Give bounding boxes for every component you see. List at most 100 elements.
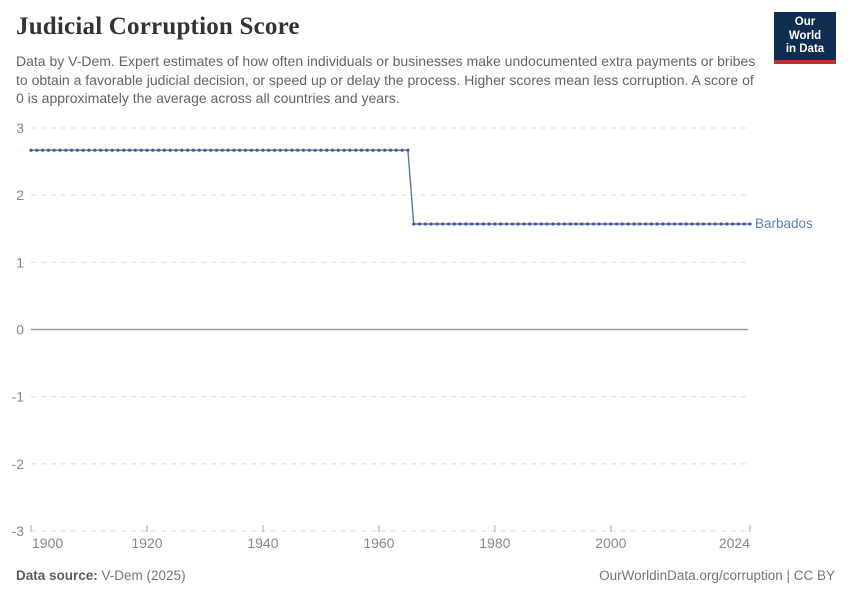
data-point-marker bbox=[673, 222, 677, 226]
x-tick-label: 1920 bbox=[131, 535, 162, 551]
x-tick-label: 1940 bbox=[247, 535, 278, 551]
credit-link: OurWorldinData.org/corruption | CC BY bbox=[599, 568, 835, 583]
data-point-marker bbox=[545, 222, 549, 226]
data-point-marker bbox=[528, 222, 532, 226]
data-point-marker bbox=[174, 148, 178, 152]
data-series-barbados bbox=[29, 148, 752, 226]
data-point-marker bbox=[301, 148, 306, 152]
data-point-marker bbox=[533, 222, 538, 226]
data-point-marker bbox=[394, 148, 398, 152]
data-point-marker bbox=[325, 148, 329, 152]
data-point-marker bbox=[330, 148, 335, 152]
data-point-marker bbox=[35, 148, 39, 152]
data-point-marker bbox=[342, 148, 346, 152]
data-point-marker bbox=[388, 148, 393, 152]
data-point-marker bbox=[75, 148, 79, 152]
data-point-marker bbox=[313, 148, 317, 152]
data-point-marker bbox=[267, 148, 271, 152]
data-point-marker bbox=[145, 148, 149, 152]
data-point-marker bbox=[725, 222, 729, 226]
x-tick-label: 2024 bbox=[719, 535, 750, 551]
y-axis-labels: 3 2 1 0 -1 -2 -3 bbox=[12, 120, 25, 539]
data-point-marker bbox=[93, 148, 97, 152]
data-point-marker bbox=[638, 222, 642, 226]
data-point-marker bbox=[626, 222, 630, 226]
data-point-marker bbox=[284, 148, 288, 152]
data-point-marker bbox=[46, 148, 51, 152]
y-tick-label: -3 bbox=[12, 523, 25, 539]
data-point-marker bbox=[406, 148, 410, 152]
data-point-marker bbox=[209, 148, 213, 152]
data-point-marker bbox=[429, 222, 433, 226]
data-point-marker bbox=[481, 222, 485, 226]
data-point-marker bbox=[475, 222, 480, 226]
y-tick-label: 3 bbox=[16, 120, 24, 136]
data-point-marker bbox=[128, 148, 132, 152]
data-point-marker bbox=[70, 148, 74, 152]
data-point-marker bbox=[504, 222, 509, 226]
data-point-marker bbox=[249, 148, 253, 152]
data-point-marker bbox=[510, 222, 514, 226]
x-tick-label: 2000 bbox=[595, 535, 626, 551]
data-point-marker bbox=[377, 148, 381, 152]
data-point-marker bbox=[435, 222, 439, 226]
data-point-marker bbox=[493, 222, 497, 226]
data-point-marker bbox=[748, 222, 752, 226]
data-point-marker bbox=[707, 222, 712, 226]
data-point-marker bbox=[557, 222, 561, 226]
data-point-marker bbox=[412, 222, 416, 226]
data-point-marker bbox=[568, 222, 572, 226]
data-point-marker bbox=[667, 222, 671, 226]
data-point-marker bbox=[296, 148, 300, 152]
data-point-marker bbox=[133, 148, 137, 152]
chart-subtitle: Data by V-Dem. Expert estimates of how o… bbox=[16, 53, 756, 107]
chart-footer: Data source: V-Dem (2025) OurWorldinData… bbox=[16, 568, 835, 583]
data-point-marker bbox=[255, 148, 259, 152]
chart-title: Judicial Corruption Score bbox=[16, 13, 300, 40]
data-point-marker bbox=[487, 222, 491, 226]
data-point-marker bbox=[417, 222, 422, 226]
data-point-marker bbox=[574, 222, 578, 226]
data-point-marker bbox=[87, 148, 91, 152]
data-point-marker bbox=[580, 222, 584, 226]
data-point-marker bbox=[226, 148, 230, 152]
data-line bbox=[31, 149, 750, 225]
data-point-marker bbox=[122, 148, 126, 152]
data-point-marker bbox=[29, 148, 33, 152]
data-point-marker bbox=[99, 148, 103, 152]
data-point-marker bbox=[214, 148, 219, 152]
data-point-marker bbox=[499, 222, 503, 226]
x-axis-labels: 1900 1920 1940 1960 1980 2000 2024 bbox=[32, 535, 750, 551]
data-source-label: Data source: bbox=[16, 568, 98, 583]
data-point-marker bbox=[719, 222, 723, 226]
owid-logo-line2: in Data bbox=[785, 43, 825, 55]
x-tick-marks bbox=[30, 525, 751, 532]
data-point-marker bbox=[661, 222, 665, 226]
data-point-marker bbox=[371, 148, 375, 152]
data-point-marker bbox=[522, 222, 526, 226]
data-point-marker bbox=[365, 148, 369, 152]
data-source-value: V-Dem (2025) bbox=[97, 568, 186, 583]
data-point-marker bbox=[278, 148, 282, 152]
data-point-marker bbox=[684, 222, 688, 226]
data-point-marker bbox=[41, 148, 45, 152]
data-point-marker bbox=[742, 222, 746, 226]
data-point-marker bbox=[736, 222, 741, 226]
data-point-marker bbox=[713, 222, 717, 226]
owid-logo-line1: Our World bbox=[788, 16, 822, 42]
data-point-marker bbox=[470, 222, 474, 226]
data-point-marker bbox=[551, 222, 555, 226]
data-point-marker bbox=[139, 148, 143, 152]
data-point-marker bbox=[64, 148, 68, 152]
data-point-marker bbox=[238, 148, 242, 152]
data-source: Data source: V-Dem (2025) bbox=[16, 568, 186, 583]
data-point-marker bbox=[516, 222, 520, 226]
data-point-marker bbox=[307, 148, 311, 152]
data-point-marker bbox=[319, 148, 323, 152]
data-point-marker bbox=[690, 222, 694, 226]
data-point-marker bbox=[110, 148, 114, 152]
data-point-marker bbox=[261, 148, 265, 152]
data-point-marker bbox=[655, 222, 659, 226]
data-point-marker bbox=[191, 148, 195, 152]
data-point-marker bbox=[458, 222, 462, 226]
